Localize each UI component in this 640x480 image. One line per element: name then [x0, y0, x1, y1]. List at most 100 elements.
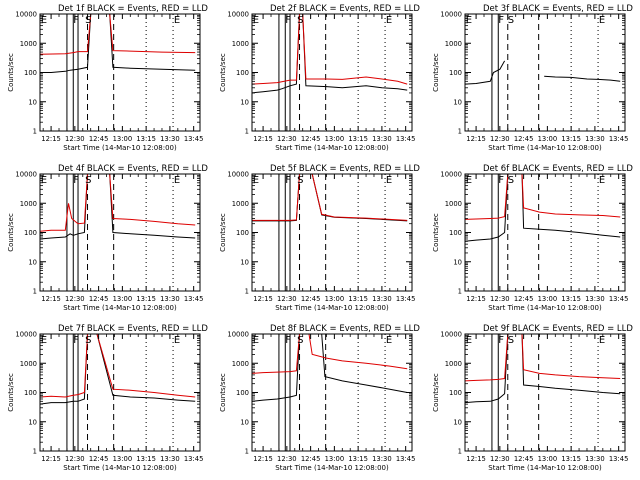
interval-marker-label: E: [41, 335, 47, 346]
x-axis-label: Start Time (14-Mar-10 12:08:00): [63, 144, 177, 152]
y-tick-label: 100: [236, 389, 249, 397]
lld-series-line: [40, 14, 196, 55]
interval-marker-label: S: [297, 175, 303, 186]
y-tick-label: 1: [245, 128, 249, 136]
x-tick-label: 12:15: [41, 295, 61, 303]
y-tick-label: 10000: [227, 11, 249, 19]
interval-marker-label: E: [466, 15, 472, 26]
interval-marker-label: F: [498, 335, 504, 346]
lld-series-line: [465, 174, 621, 220]
y-tick-label: 1000: [445, 360, 462, 368]
x-tick-label: 13:30: [585, 135, 605, 143]
x-tick-label: 13:00: [325, 135, 345, 143]
events-series-line: [252, 174, 408, 222]
x-tick-label: 13:15: [348, 135, 368, 143]
y-axis-label: Counts/sec: [7, 213, 15, 252]
interval-marker-label: S: [508, 15, 514, 26]
x-tick-label: 12:30: [277, 295, 297, 303]
y-tick-label: 100: [24, 69, 37, 77]
x-axis-label: Start Time (14-Mar-10 12:08:00): [488, 304, 602, 312]
x-tick-label: 12:15: [253, 455, 273, 463]
y-tick-label: 100: [449, 229, 462, 237]
detector-panel: Det 4f BLACK = Events, RED = LLD 1 10 100 10…: [7, 164, 208, 312]
x-tick-label: 12:30: [490, 135, 510, 143]
panel-title: Det 8f BLACK = Events, RED = LLD: [270, 324, 420, 334]
x-tick-label: 12:15: [253, 295, 273, 303]
x-tick-label: 13:15: [348, 295, 368, 303]
interval-marker-label: E: [174, 335, 180, 346]
y-tick-label: 10: [453, 98, 462, 106]
lld-series-line: [252, 334, 408, 374]
x-tick-label: 13:00: [325, 455, 345, 463]
x-tick-label: 12:15: [41, 455, 61, 463]
plot-frame: [464, 173, 626, 292]
x-axis-label: Start Time (14-Mar-10 12:08:00): [488, 464, 602, 472]
panel-title: Det 1f BLACK = Events, RED = LLD: [58, 4, 208, 14]
y-tick-label: 10000: [227, 331, 249, 339]
x-tick-label: 13:45: [609, 135, 629, 143]
x-tick-label: 12:30: [277, 455, 297, 463]
events-series-line: [40, 334, 196, 405]
interval-marker-label: E: [174, 15, 180, 26]
x-tick-label: 13:00: [113, 295, 133, 303]
x-tick-label: 12:45: [89, 455, 109, 463]
interval-marker-label: E: [253, 335, 259, 346]
y-axis-label: Counts/sec: [432, 53, 440, 92]
y-axis-label: Counts/sec: [432, 373, 440, 412]
x-axis-label: Start Time (14-Mar-10 12:08:00): [488, 144, 602, 152]
interval-marker-label: F: [285, 15, 291, 26]
panel-title: Det 5f BLACK = Events, RED = LLD: [270, 164, 420, 174]
x-tick-label: 12:45: [301, 455, 321, 463]
y-tick-label: 10000: [15, 11, 37, 19]
y-tick-label: 10: [453, 258, 462, 266]
events-series-line: [40, 174, 196, 240]
events-series-line: [465, 334, 621, 404]
x-tick-label: 12:45: [89, 135, 109, 143]
events-series-line: [465, 60, 506, 85]
lld-series-line: [40, 334, 196, 398]
interval-marker-label: E: [386, 15, 392, 26]
x-tick-label: 12:30: [490, 455, 510, 463]
x-axis-label: Start Time (14-Mar-10 12:08:00): [63, 464, 177, 472]
interval-marker-label: F: [73, 15, 79, 26]
x-tick-label: 12:30: [490, 295, 510, 303]
x-tick-label: 13:00: [538, 135, 558, 143]
y-tick-label: 10: [28, 98, 37, 106]
plot-frame: [39, 13, 201, 132]
events-series-line: [252, 334, 408, 402]
interval-marker-label: E: [386, 175, 392, 186]
interval-marker-label: E: [41, 15, 47, 26]
detector-panel: Det 8f BLACK = Events, RED = LLD 1 10 100 10…: [219, 324, 420, 472]
events-series-line: [252, 14, 408, 94]
y-tick-label: 1000: [232, 360, 249, 368]
interval-marker-label: E: [599, 335, 605, 346]
x-tick-label: 13:30: [585, 455, 605, 463]
y-axis-label: Counts/sec: [219, 53, 227, 92]
y-tick-label: 100: [236, 229, 249, 237]
lld-series-line: [40, 174, 196, 232]
x-axis-label: Start Time (14-Mar-10 12:08:00): [275, 144, 389, 152]
x-tick-label: 12:15: [466, 455, 486, 463]
interval-marker-label: E: [41, 175, 47, 186]
interval-marker-label: S: [85, 175, 91, 186]
x-tick-label: 13:45: [184, 295, 204, 303]
interval-marker-label: S: [508, 175, 514, 186]
x-tick-label: 13:15: [561, 135, 581, 143]
events-series-line: [40, 14, 196, 73]
y-tick-label: 1000: [20, 40, 37, 48]
y-tick-label: 10: [453, 418, 462, 426]
y-tick-label: 1: [33, 448, 37, 456]
x-tick-label: 13:30: [160, 135, 180, 143]
x-tick-label: 13:00: [538, 455, 558, 463]
y-tick-label: 1: [458, 288, 462, 296]
x-tick-label: 13:45: [609, 295, 629, 303]
y-tick-label: 10000: [227, 171, 249, 179]
x-tick-label: 13:15: [136, 455, 156, 463]
x-tick-label: 13:15: [348, 455, 368, 463]
y-tick-label: 10000: [440, 11, 462, 19]
plot-frame: [39, 333, 201, 452]
x-tick-label: 12:30: [277, 135, 297, 143]
detector-panel: Det 3f BLACK = Events, RED = LLD 1 10 100 10…: [432, 4, 633, 152]
y-tick-label: 10: [240, 98, 249, 106]
interval-marker-label: S: [297, 15, 303, 26]
